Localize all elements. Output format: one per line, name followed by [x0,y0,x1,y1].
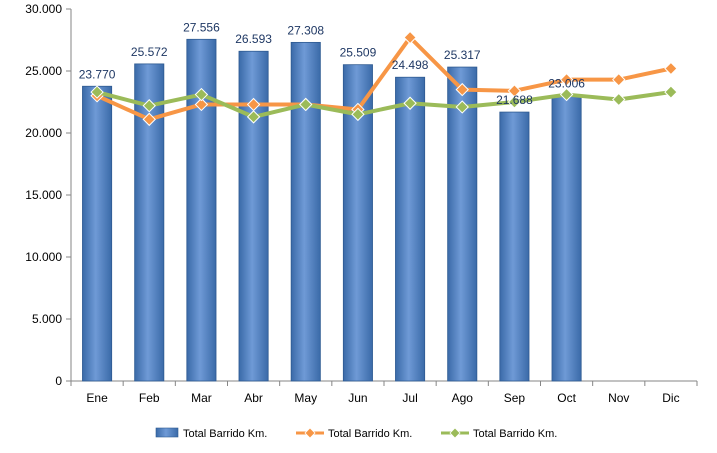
bar [395,76,426,382]
diamond-marker [90,85,104,99]
bar [447,66,478,382]
diamond-marker [664,61,678,76]
legend-label: Total Barrido Km. [183,428,267,440]
legend-diamond-marker [449,427,461,439]
axes: 0 5.000 10.000 15.000 20.000 25.000 30.000 Ene F… [25,2,698,405]
bar-data-label: 23.006 [548,77,585,91]
y-tick-label: 0 [55,374,62,388]
diamond-marker [612,92,626,107]
bar-data-label: 27.308 [287,23,324,37]
y-tick-label: 15.000 [25,188,62,202]
series-line [95,90,673,119]
x-tick-label: May [294,391,317,405]
bar-data-label: 27.556 [183,20,220,34]
bar-series [82,38,582,382]
line-series [90,30,678,127]
data-labels: 23.770 25.572 27.556 26.593 27.308 25.509 24.4… [79,20,586,107]
diamond-marker [351,107,365,122]
x-tick-label: Abr [244,391,263,405]
diamond-marker [142,112,156,127]
diamond-marker [194,87,209,102]
diamond-marker [299,97,313,112]
diamond-marker [455,82,469,97]
legend-diamond-marker [304,427,316,439]
bar-data-label: 25.572 [131,45,168,59]
diamond-marker [507,95,522,109]
x-tick-label: Mar [191,391,212,405]
bar-data-label: 26.593 [235,32,272,46]
bar-data-label: 24.498 [392,58,429,72]
y-tick-label: 30.000 [25,2,62,16]
x-tick-label: Sep [504,391,526,405]
bar-data-label: 25.317 [444,48,481,62]
x-tick-label: Nov [608,391,629,405]
x-tick-label: Ago [452,391,474,405]
y-tick-label: 5.000 [32,312,62,326]
x-tick-label: Feb [139,391,160,405]
x-tick-label: Oct [557,391,576,405]
diamond-marker [194,97,209,112]
diamond-marker [403,96,417,110]
diamond-marker [664,85,678,99]
x-tick-label: Jul [402,391,417,405]
bar-data-label: 23.770 [79,67,116,81]
series-line [95,35,673,122]
legend: Total Barrido Km. Total Barrido Km. Total … [155,427,557,440]
x-tick-label: Ene [86,391,108,405]
y-tick-label: 20.000 [25,126,62,140]
bar [82,85,113,382]
bar-data-label: 21.688 [496,93,533,107]
legend-label: Total Barrido Km. [473,428,557,440]
x-tick-label: Jun [348,391,367,405]
y-tick-label: 10.000 [25,250,62,264]
bar-data-label: 25.509 [340,46,377,60]
legend-label: Total Barrido Km. [328,428,412,440]
diamond-marker [612,72,626,87]
diamond-marker [559,72,574,87]
diamond-marker [559,87,574,102]
diamond-marker [403,30,417,45]
diamond-marker [246,110,261,124]
y-tick-label: 25.000 [25,64,62,78]
diamond-marker [455,100,469,114]
bar [499,111,530,382]
bar [290,41,321,382]
bar [551,95,582,382]
diamond-marker [142,99,156,113]
x-tick-label: Dic [662,391,679,405]
legend-bar-swatch [155,427,179,438]
